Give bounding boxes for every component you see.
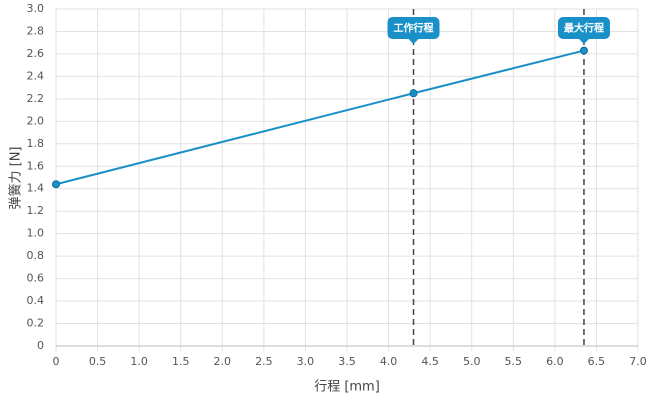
y-tick-label: 1.0 [27,227,45,240]
y-tick-label: 2.8 [27,24,45,37]
x-tick-label: 0.5 [89,355,107,368]
x-tick-label: 6.0 [546,355,564,368]
point [52,180,60,189]
y-tick-label: 0.8 [27,249,45,262]
y-tick-label: 2.0 [27,114,45,127]
x-axis-title: 行程 [mm] [314,380,380,395]
x-tick-label: 3.0 [297,355,315,368]
y-axis-title: 弹簧力 [N] [8,146,24,209]
y-tick-label: 0.4 [27,294,45,307]
y-tick-label: 1.8 [27,137,45,150]
y-tick-label: 3.0 [27,2,45,15]
annotation-pointer [578,39,589,44]
y-tick-label: 2.2 [27,92,45,105]
y-tick-label: 0.6 [27,272,45,285]
y-tick-label: 1.6 [27,159,45,172]
x-tick-label: 1.0 [130,355,148,368]
x-tick-label: 6.5 [588,355,606,368]
x-tick-label: 4.0 [380,355,398,368]
point [409,89,418,98]
x-tick-label: 5.5 [505,355,523,368]
annotation-box [387,17,440,39]
x-tick-label: 5.0 [463,355,481,368]
y-tick-label: 1.4 [27,182,45,195]
annotation-label: 工作行程 [394,22,434,35]
x-tick-label: 3.5 [338,355,356,368]
annotation-box [557,17,610,39]
y-tick-label: 1.2 [27,204,45,217]
x-tick-label: 0 [53,355,60,368]
point [579,46,588,55]
x-tick-label: 4.5 [421,355,439,368]
x-tick-label: 2.5 [255,355,273,368]
y-tick-label: 2.4 [27,69,45,82]
series-line [55,49,585,186]
y-tick-label: 0.2 [27,317,45,330]
x-tick-label: 1.5 [172,355,190,368]
x-tick-label: 7.0 [629,355,647,368]
annotation-pointer [408,39,419,44]
x-tick-label: 2.0 [214,355,232,368]
y-tick-label: 0 [37,339,44,352]
annotation-label: 最大行程 [564,22,604,35]
y-tick-label: 2.6 [27,47,45,60]
